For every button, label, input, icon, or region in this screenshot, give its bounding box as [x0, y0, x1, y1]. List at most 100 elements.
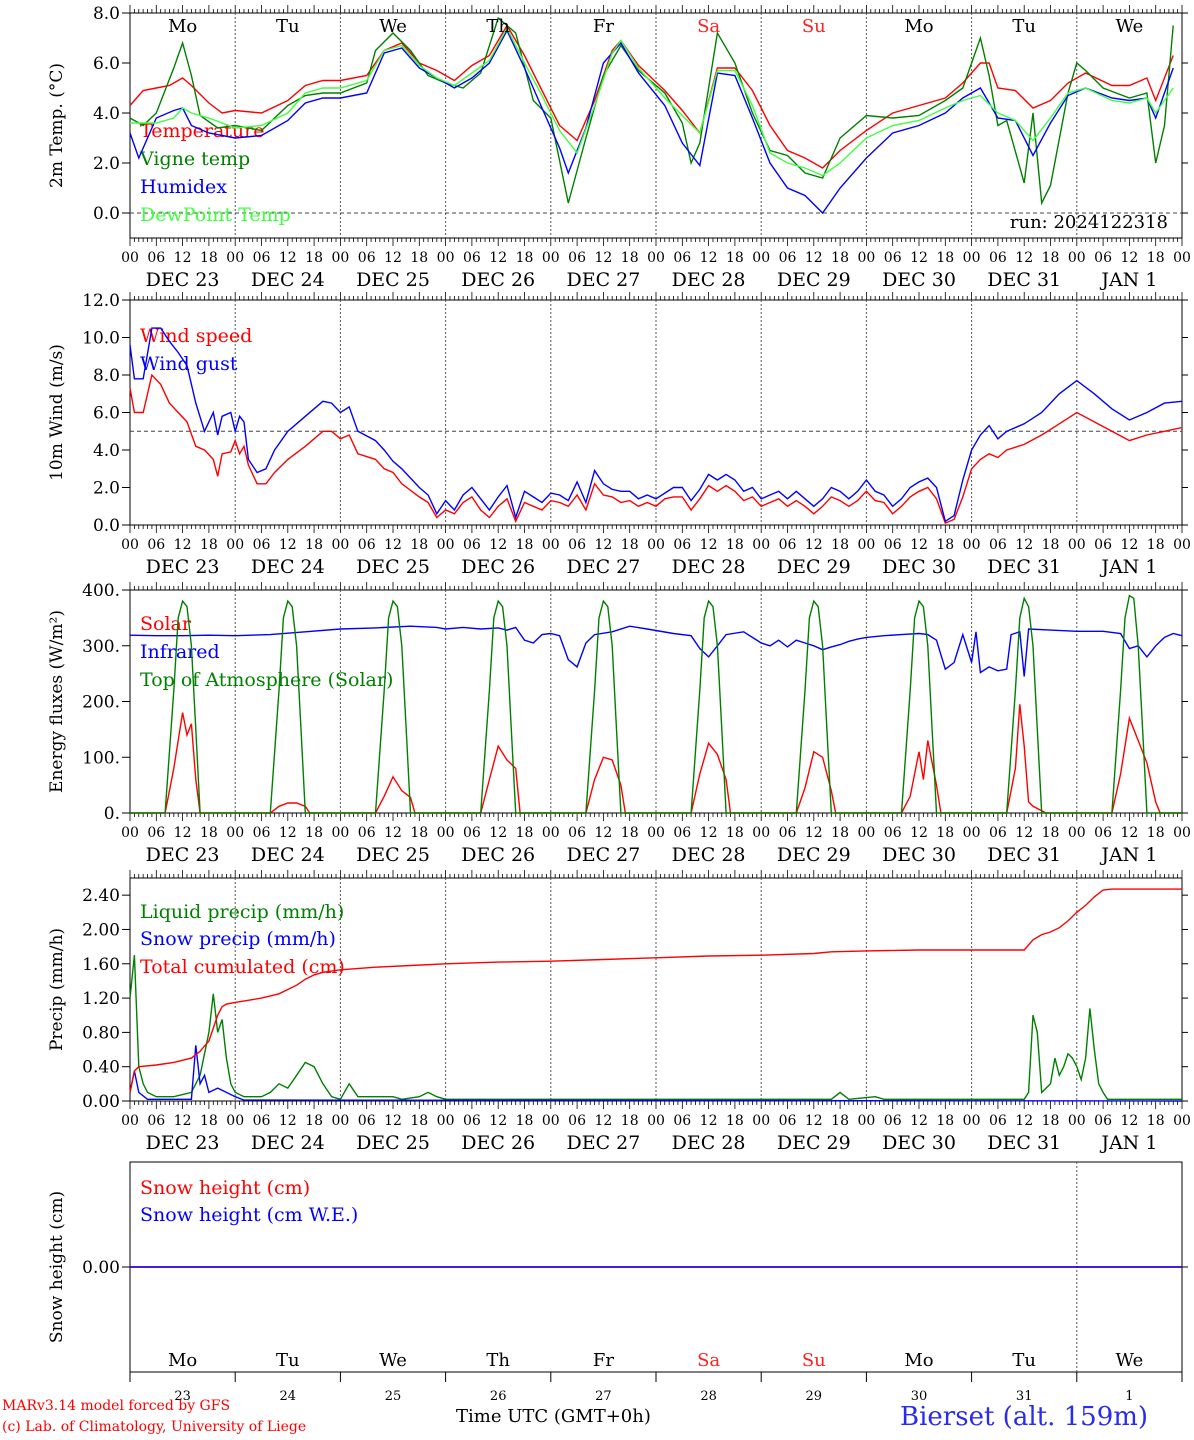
date-label: DEC 31: [987, 269, 1061, 291]
hour-label: 00: [226, 250, 244, 266]
hour-label: 00: [331, 1113, 349, 1129]
y-axis-label: Snow height (cm): [47, 1191, 67, 1343]
hour-label: 18: [936, 537, 954, 553]
date-label: DEC 25: [356, 1132, 430, 1154]
hour-label: 18: [936, 1113, 954, 1129]
legend-entry: DewPoint Temp: [140, 204, 291, 226]
date-label: DEC 23: [146, 556, 220, 578]
hour-label: 18: [726, 1113, 744, 1129]
hour-label: 12: [594, 825, 612, 841]
y-tick-label: 4.0: [93, 441, 120, 461]
hour-label: 00: [1173, 1113, 1191, 1129]
day-number: 27: [595, 1389, 612, 1404]
hour-label: 06: [147, 250, 165, 266]
hour-label: 18: [831, 537, 849, 553]
hour-label: 00: [331, 537, 349, 553]
series-line: [129, 16, 1174, 206]
legend-entry: Top of Atmosphere (Solar): [140, 669, 393, 691]
date-label: DEC 27: [566, 269, 640, 291]
hour-label: 06: [568, 1113, 586, 1129]
hour-label: 00: [857, 250, 875, 266]
date-label: DEC 26: [461, 1132, 535, 1154]
legend-entry: Wind speed: [140, 325, 252, 347]
hour-label: 18: [410, 825, 428, 841]
hour-label: 12: [1120, 537, 1138, 553]
hour-label: 12: [279, 1113, 297, 1129]
hour-label: 06: [989, 537, 1007, 553]
hour-label: 18: [305, 250, 323, 266]
date-label: DEC 27: [566, 556, 640, 578]
y-tick-label: 2.0: [93, 479, 120, 499]
date-label: DEC 29: [777, 556, 851, 578]
series-line: [129, 28, 1174, 215]
hour-label: 12: [1120, 825, 1138, 841]
hour-label: 12: [910, 825, 928, 841]
day-name: Th: [486, 1350, 510, 1371]
hour-label: 00: [121, 825, 139, 841]
hour-label: 18: [1147, 250, 1165, 266]
hour-label: 06: [989, 825, 1007, 841]
date-label: DEC 24: [251, 556, 325, 578]
hour-label: 12: [489, 1113, 507, 1129]
hour-label: 12: [805, 537, 823, 553]
y-tick-label: 12.0: [82, 291, 120, 311]
hour-label: 00: [1173, 537, 1191, 553]
day-number: 1: [1125, 1389, 1133, 1404]
series-line: [129, 327, 1183, 523]
date-label: DEC 31: [987, 844, 1061, 866]
hour-label: 06: [989, 1113, 1007, 1129]
hour-label: 00: [226, 825, 244, 841]
hour-label: 12: [489, 825, 507, 841]
legend-entry: Solar: [140, 613, 192, 635]
day-name: We: [379, 1350, 407, 1371]
legend-entry: Temperature: [140, 120, 264, 142]
footer-lab: (c) Lab. of Climatology, University of L…: [2, 1419, 307, 1435]
date-label: DEC 27: [566, 1132, 640, 1154]
day-name: Sa: [697, 16, 720, 37]
series-line: [130, 594, 1182, 814]
series-line: [129, 24, 1174, 169]
hour-label: 18: [516, 537, 534, 553]
hour-label: 06: [358, 250, 376, 266]
hour-label: 18: [305, 537, 323, 553]
hour-label: 00: [331, 825, 349, 841]
date-label: DEC 25: [356, 556, 430, 578]
hour-label: 06: [253, 825, 271, 841]
hour-label: 18: [621, 537, 639, 553]
hour-label: 12: [700, 825, 718, 841]
y-tick-label: 2.0: [93, 154, 120, 174]
date-label: JAN 1: [1099, 269, 1157, 291]
date-label: DEC 24: [251, 844, 325, 866]
day-number: 24: [280, 1389, 297, 1404]
hour-label: 18: [516, 1113, 534, 1129]
hour-label: 00: [542, 1113, 560, 1129]
hour-label: 12: [700, 250, 718, 266]
hour-label: 00: [542, 537, 560, 553]
hour-label: 12: [700, 1113, 718, 1129]
hour-label: 12: [174, 537, 192, 553]
date-label: DEC 25: [356, 844, 430, 866]
y-tick-label: 6.0: [93, 54, 120, 74]
hour-label: 00: [857, 1113, 875, 1129]
hour-label: 18: [1147, 1113, 1165, 1129]
series-line: [129, 955, 1182, 1101]
hour-label: 00: [752, 1113, 770, 1129]
hour-label: 00: [647, 1113, 665, 1129]
date-label: DEC 28: [672, 556, 746, 578]
date-label: DEC 31: [987, 1132, 1061, 1154]
hour-label: 18: [410, 537, 428, 553]
hour-label: 12: [384, 825, 402, 841]
hour-label: 06: [989, 250, 1007, 266]
legend-entry: Wind gust: [140, 353, 238, 375]
legend-entry: Snow height (cm): [140, 1177, 310, 1199]
y-tick-label: 1.60: [82, 955, 120, 975]
hour-label: 18: [305, 825, 323, 841]
date-label: DEC 26: [461, 844, 535, 866]
date-label: DEC 28: [672, 844, 746, 866]
hour-label: 06: [147, 1113, 165, 1129]
hour-label: 00: [226, 1113, 244, 1129]
hour-label: 06: [1094, 250, 1112, 266]
hour-label: 06: [1094, 1113, 1112, 1129]
date-label: JAN 1: [1099, 844, 1157, 866]
legend-entry: Snow precip (mm/h): [140, 928, 336, 950]
